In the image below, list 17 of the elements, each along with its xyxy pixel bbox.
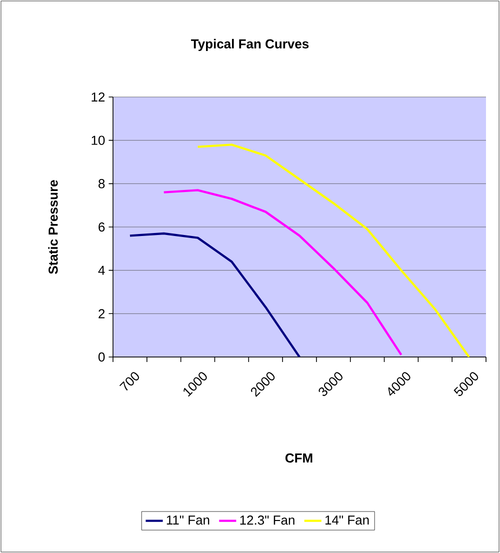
x-tick-label: 700 [119, 372, 140, 391]
legend-label: 11" Fan [166, 516, 210, 525]
legend-label: 14" Fan [325, 516, 369, 525]
x-axis-title: CFM [285, 453, 312, 463]
y-tick-label: 0 [98, 352, 105, 362]
line-series [196, 144, 470, 357]
y-tick-label: 12 [92, 92, 105, 102]
y-tick-label: 8 [98, 179, 105, 188]
y-tick-label: 2 [98, 309, 105, 318]
chart-title: Typical Fan Curves [191, 38, 309, 52]
legend-label: 12.3" Fan [240, 516, 294, 525]
line-series [128, 232, 301, 357]
y-tick-label: 10 [92, 136, 105, 145]
y-axis-title: Static Pressure [48, 180, 58, 274]
y-tick-label: 4 [98, 266, 105, 275]
line-series [162, 189, 402, 356]
y-tick-label: 6 [98, 222, 105, 232]
